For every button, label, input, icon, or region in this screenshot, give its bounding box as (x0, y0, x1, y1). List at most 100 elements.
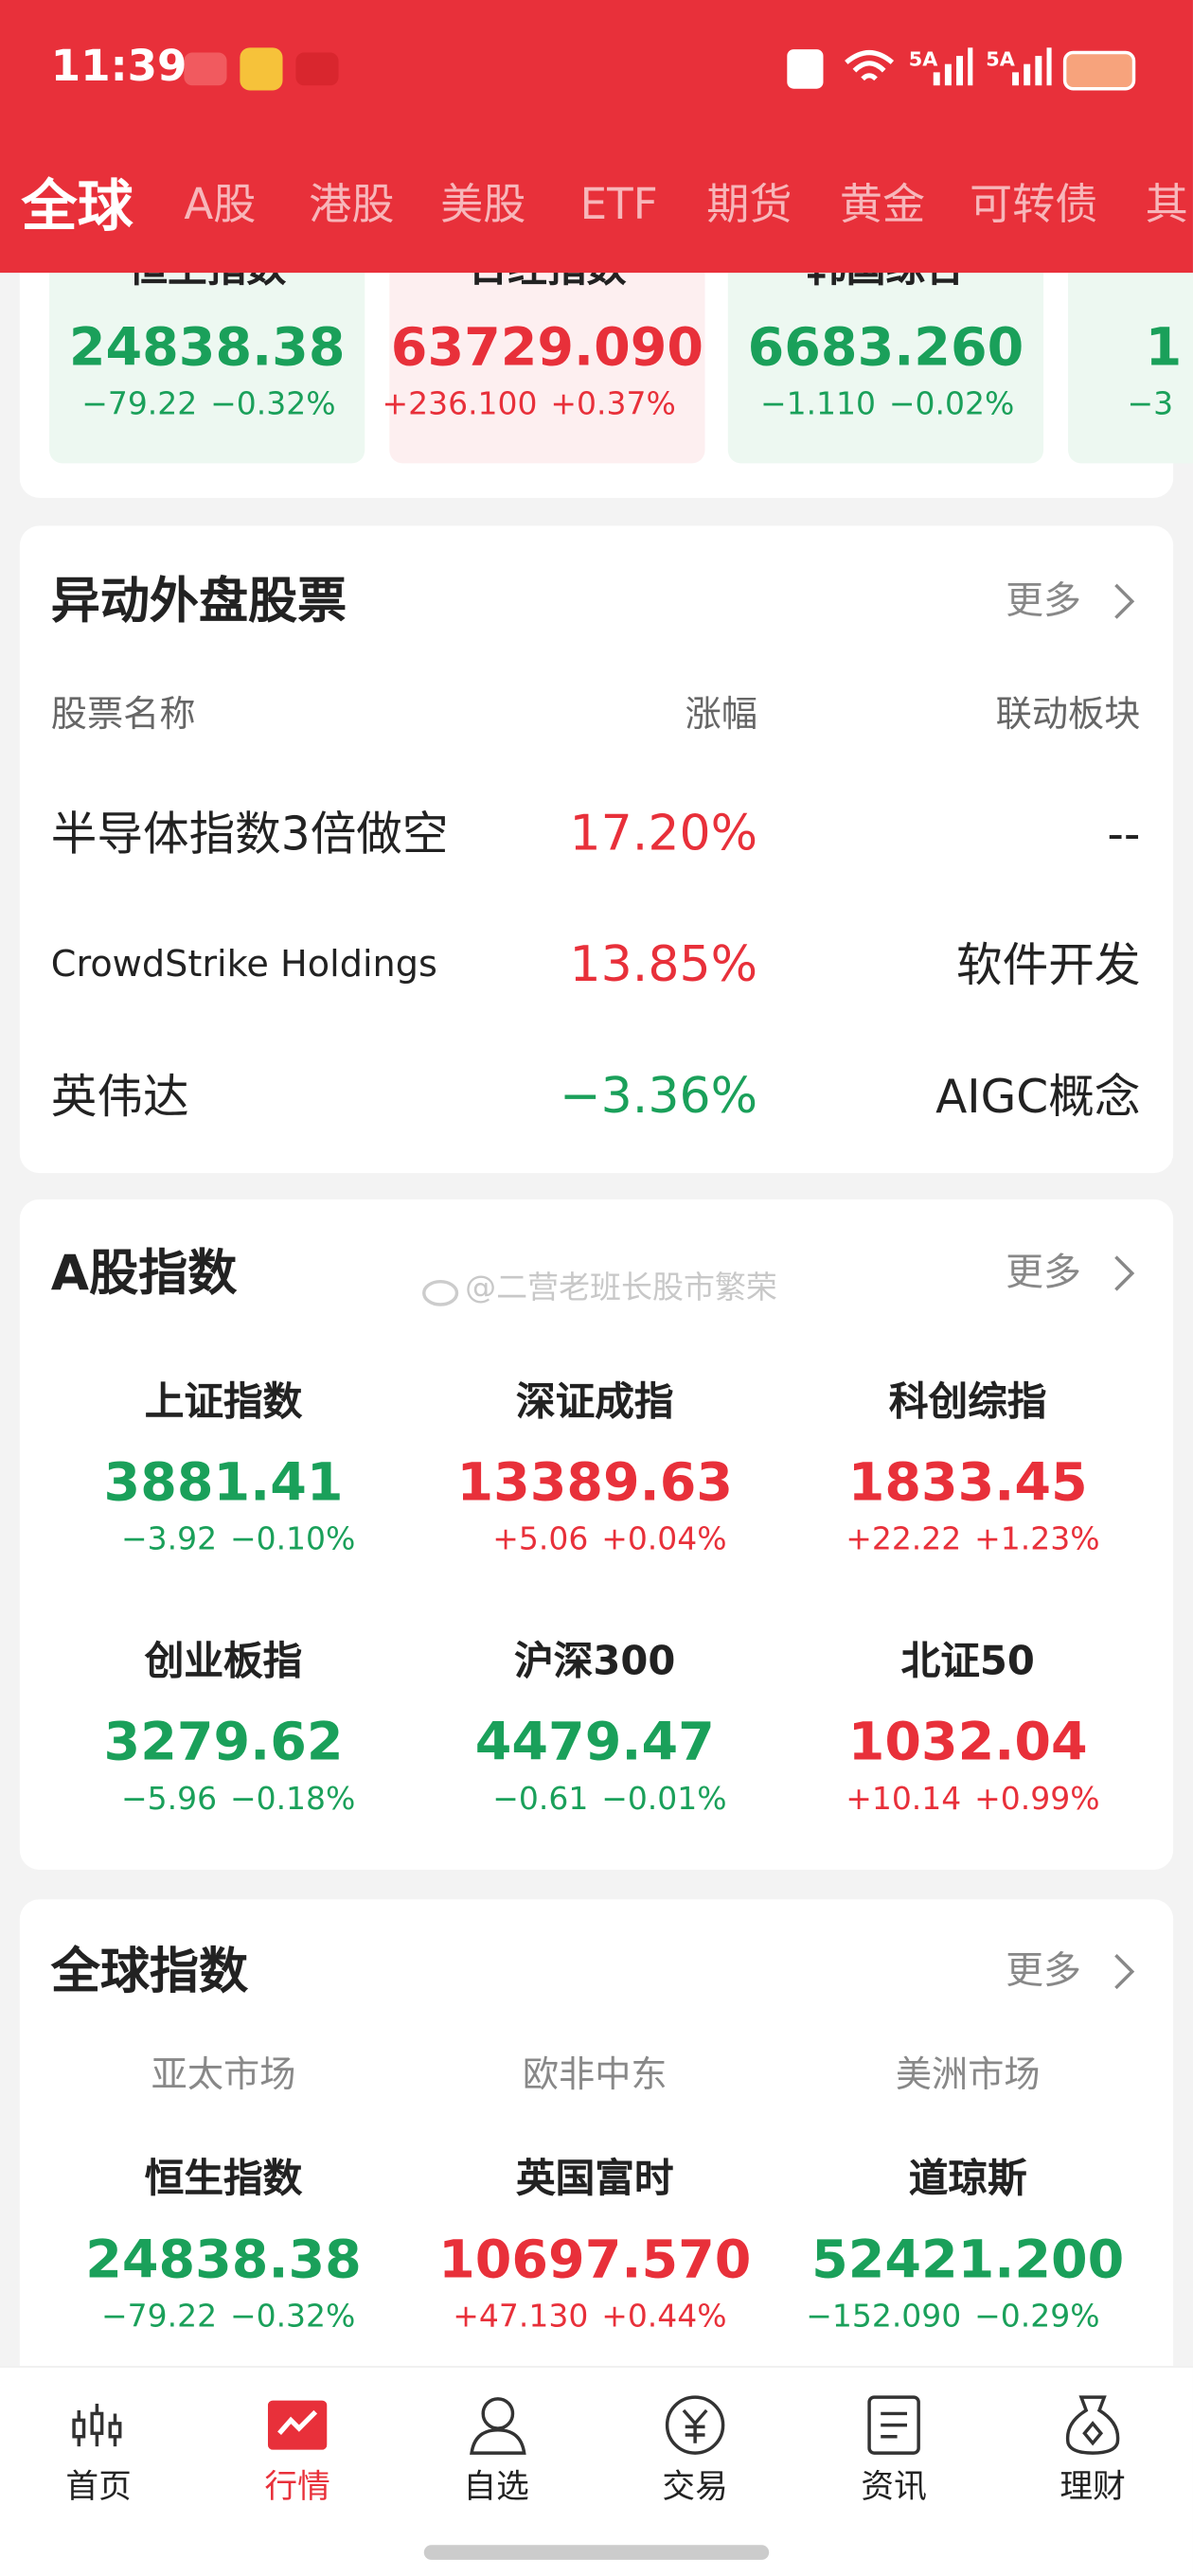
column-header: 涨幅 (685, 694, 758, 737)
header (0, 0, 1193, 274)
more-link[interactable]: 更多 (1006, 1950, 1081, 1994)
index-change: −5.96 (121, 1780, 218, 1817)
tab[interactable]: 美股 (440, 181, 526, 231)
index-change: −79.22 (101, 2298, 218, 2335)
battery-icon (1062, 50, 1136, 91)
index-value: 4479.47 (474, 1710, 715, 1773)
index-change: +47.130 (453, 2298, 589, 2335)
index-percent: +1.23% (974, 1520, 1100, 1557)
index-name: 深证成指 (515, 1377, 674, 1424)
stock-change: 17.20% (569, 805, 758, 863)
nav-label[interactable]: 交易 (662, 2465, 728, 2506)
card-value: 6683.260 (747, 314, 1024, 378)
section-title: A股指数 (50, 1245, 238, 1304)
status-time: 11:39 (50, 43, 187, 93)
stock-name[interactable]: 半导体指数3倍做空 (50, 807, 449, 862)
index-value: 24838.38 (85, 2227, 362, 2290)
index-name: 科创综指 (888, 1377, 1047, 1424)
unusual-panel (19, 525, 1174, 1174)
more-link[interactable]: 更多 (1006, 579, 1081, 624)
more-link[interactable]: 更多 (1006, 1252, 1081, 1295)
watermark-icon (422, 1279, 459, 1306)
index-name: 道琼斯 (908, 2155, 1027, 2201)
stock-name[interactable]: 英伟达 (50, 1070, 189, 1125)
nav-icon (665, 2395, 725, 2455)
index-value: 3279.62 (103, 1710, 344, 1773)
index-percent: +0.04% (601, 1520, 727, 1557)
card-change: −3 (1127, 385, 1174, 422)
nav-icon (72, 2404, 122, 2447)
app-icon (295, 52, 339, 86)
card-change: −1.110 (759, 385, 877, 422)
tab[interactable]: 黄金 (839, 181, 926, 231)
column-header: 股票名称 (50, 694, 196, 737)
tab[interactable]: 其 (1145, 181, 1188, 231)
index-name: 英国富时 (515, 2155, 674, 2201)
signal-icon (933, 47, 973, 86)
home-indicator (423, 2545, 770, 2560)
nav-label[interactable]: 理财 (1059, 2465, 1126, 2506)
tab[interactable]: 港股 (309, 181, 395, 231)
index-percent: +0.99% (974, 1780, 1100, 1817)
nav-label[interactable]: 自选 (463, 2465, 529, 2506)
network-label: 5A (908, 46, 938, 71)
nav-label[interactable]: 行情 (264, 2465, 330, 2506)
stock-name[interactable]: CrowdStrike Holdings (50, 944, 437, 986)
nav-icon (267, 2400, 328, 2450)
stock-change: 13.85% (569, 936, 758, 994)
index-percent: −0.18% (229, 1780, 356, 1817)
index-change: −3.92 (121, 1520, 218, 1557)
tab[interactable]: 可转债 (969, 181, 1098, 231)
index-change: −0.61 (492, 1780, 589, 1817)
tab[interactable]: A股 (184, 181, 257, 231)
tab[interactable]: 期货 (706, 181, 792, 231)
nav-icon (470, 2397, 526, 2455)
section-title: 异动外盘股票 (50, 573, 347, 631)
watermark: @二营老班长股市繁荣 (465, 1269, 777, 1306)
app-icon (184, 52, 227, 86)
index-name: 沪深300 (514, 1637, 676, 1684)
sector: -- (1107, 807, 1141, 862)
card-percent: −0.02% (888, 385, 1015, 422)
sector: AIGC概念 (935, 1070, 1141, 1125)
tab[interactable]: ETF (579, 181, 658, 231)
index-name: 上证指数 (144, 1377, 303, 1424)
index-change: +10.14 (846, 1780, 962, 1817)
card-percent: −0.32% (210, 385, 336, 422)
card-value: 1 (1145, 314, 1183, 378)
app-icon (240, 47, 283, 91)
card-value: 24838.38 (68, 314, 346, 378)
nav-label[interactable]: 首页 (65, 2465, 132, 2506)
nav-icon (1065, 2395, 1120, 2455)
bottom-nav (0, 2366, 1193, 2576)
tab[interactable]: 全球 (21, 173, 134, 240)
nfc-icon (787, 49, 824, 89)
index-percent: −0.01% (601, 1780, 727, 1817)
index-value: 1833.45 (847, 1450, 1088, 1514)
card-percent: +0.37% (550, 385, 676, 422)
card-change: +236.100 (382, 385, 538, 422)
index-percent: −0.10% (229, 1520, 356, 1557)
a-share-panel (19, 1199, 1174, 1870)
card-change: −79.22 (81, 385, 198, 422)
index-value: 3881.41 (103, 1450, 344, 1514)
network-label: 5A (986, 46, 1015, 71)
index-change: −152.090 (806, 2298, 962, 2335)
region-label: 亚太市场 (151, 2054, 296, 2097)
column-header: 联动板块 (995, 694, 1141, 737)
region-label: 欧非中东 (522, 2054, 668, 2097)
sector: 软件开发 (956, 938, 1141, 993)
index-percent: −0.32% (229, 2298, 356, 2335)
index-value: 1032.04 (847, 1710, 1088, 1773)
chevron (1114, 583, 1135, 619)
index-name: 创业板指 (144, 1637, 303, 1684)
global-panel (19, 1899, 1174, 2392)
nav-icon (867, 2395, 920, 2455)
index-value: 13389.63 (456, 1450, 734, 1514)
index-name: 北证50 (900, 1637, 1035, 1684)
nav-label[interactable]: 资讯 (861, 2465, 927, 2506)
wifi-icon (845, 49, 895, 81)
signal-icon (1012, 47, 1052, 86)
index-percent: −0.29% (974, 2298, 1100, 2335)
